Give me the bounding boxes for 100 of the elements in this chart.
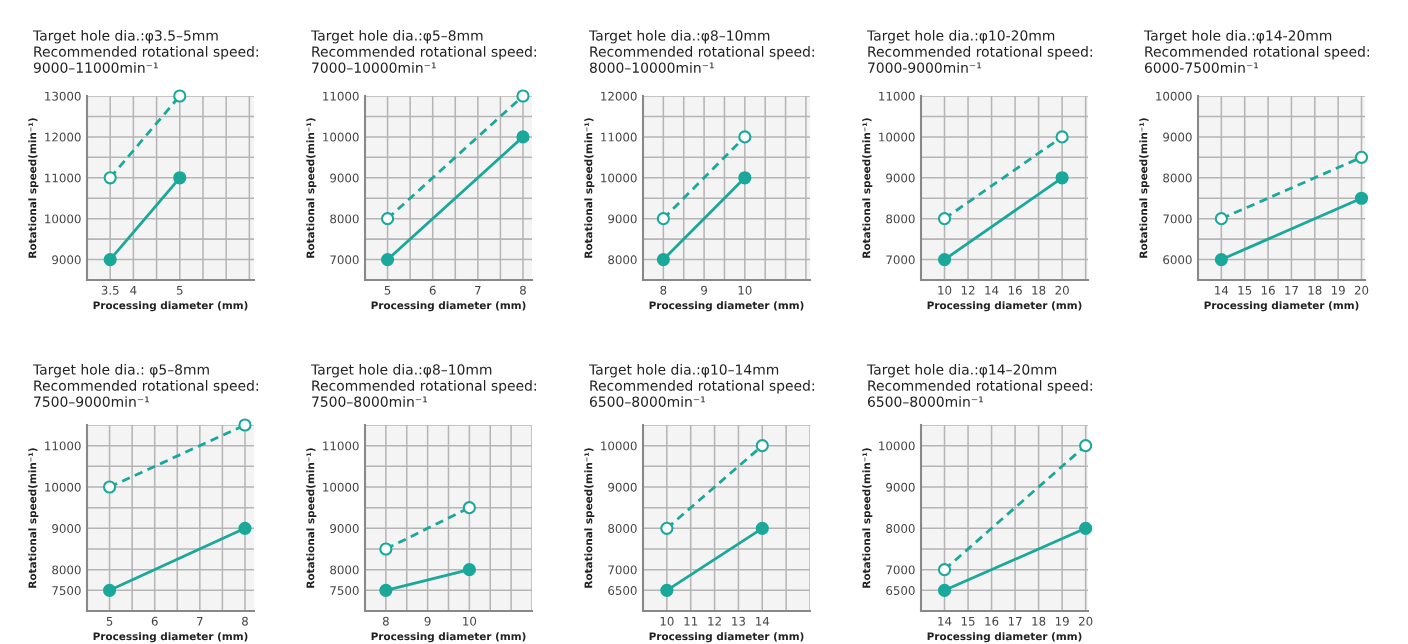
x-axis-title: Processing diameter (mm) — [371, 632, 526, 643]
point — [755, 439, 769, 453]
y-tick-label: 7500 — [330, 586, 359, 595]
x-tick-label: 3.5 — [101, 285, 119, 295]
point — [102, 583, 117, 597]
chart-subtitle: Recommended rotational speed: 7500–9000min⁻¹ — [34, 380, 258, 407]
point — [656, 252, 670, 267]
y-tick-label: 13000 — [45, 91, 81, 101]
x-tick-label: 10 — [660, 616, 674, 626]
y-tick-label: 8000 — [886, 214, 915, 224]
x-tick-label: 8 — [382, 616, 389, 626]
x-tick-label: 12 — [961, 285, 975, 295]
y-tick-label: 9000 — [52, 255, 81, 265]
y-tick-label: 9000 — [330, 173, 359, 183]
x-tick-label: 16 — [1261, 285, 1275, 295]
y-tick-label: 11000 — [45, 173, 81, 183]
y-tick-label: 10000 — [323, 132, 359, 142]
y-tick-label: 11000 — [323, 441, 359, 451]
y-tick-label: 7000 — [886, 255, 915, 265]
x-tick-label: 5 — [106, 616, 113, 626]
x-tick-label: 16 — [1008, 285, 1022, 295]
point — [173, 89, 187, 103]
point — [1079, 521, 1093, 535]
point — [516, 130, 530, 144]
point — [937, 212, 952, 226]
y-tick-label: 9000 — [1163, 132, 1192, 142]
chart-subtitle: Recommended rotational speed: 6500–8000min⁻¹ — [867, 380, 1092, 407]
point — [937, 252, 952, 267]
point — [660, 583, 674, 597]
y-tick-label: 6000 — [1163, 255, 1192, 265]
x-tick-label: 8 — [242, 616, 248, 626]
chart-title: Target hole dia.:φ5–8mm — [310, 30, 483, 44]
x-tick-label: 13 — [732, 616, 745, 626]
x-tick-label: 20 — [1079, 616, 1093, 626]
x-tick-label: 20 — [1055, 285, 1069, 295]
chart-subtitle: Recommended rotational speed: 6500–8000min⁻¹ — [589, 380, 814, 407]
y-tick-label: 10000 — [45, 214, 81, 224]
point — [380, 212, 395, 226]
point — [1055, 171, 1069, 185]
point — [462, 501, 476, 515]
x-tick-label: 14 — [1215, 285, 1229, 295]
y-tick-label: 10000 — [323, 482, 359, 492]
y-axis-title: Rotational speed(min⁻¹) — [28, 118, 39, 258]
chart-subtitle: Recommended rotational speed: 6000-7500min⁻¹ — [1144, 46, 1369, 73]
chart-subtitle: Recommended rotational speed: 8000–10000min⁻¹ — [589, 46, 814, 73]
x-tick-label: 9 — [424, 616, 431, 626]
chart-title: Target hole dia.: φ5–8mm — [32, 364, 209, 378]
x-tick-label: 18 — [1032, 616, 1046, 626]
x-axis-title: Processing diameter (mm) — [93, 632, 248, 643]
x-tick-label: 10 — [463, 616, 477, 626]
point — [102, 480, 117, 494]
x-tick-label: 19 — [1055, 616, 1069, 626]
point — [238, 418, 252, 432]
y-tick-label: 8000 — [52, 565, 81, 575]
point — [755, 521, 769, 535]
chart-title: Target hole dia.:φ10-20mm — [866, 30, 1055, 44]
y-tick-label: 11000 — [45, 441, 81, 451]
y-tick-label: 9000 — [608, 214, 637, 224]
x-tick-label: 8 — [520, 285, 526, 295]
point — [660, 521, 674, 535]
y-tick-label: 7000 — [1163, 214, 1192, 224]
y-tick-label: 8000 — [330, 214, 359, 224]
x-tick-label: 14 — [938, 616, 952, 626]
x-tick-label: 6 — [151, 616, 158, 626]
chart-title: Target hole dia.:φ14–20mm — [866, 364, 1057, 378]
x-tick-label: 10 — [738, 285, 752, 295]
y-axis-title: Rotational speed(min⁻¹) — [584, 118, 595, 258]
y-tick-label: 8000 — [608, 524, 637, 533]
x-tick-label: 14 — [756, 616, 770, 626]
point — [380, 252, 395, 267]
x-axis-title: Processing diameter (mm) — [927, 301, 1082, 312]
y-axis-title: Rotational speed(min⁻¹) — [1139, 118, 1150, 258]
point — [1055, 130, 1069, 144]
x-tick-label: 11 — [684, 616, 698, 626]
y-tick-label: 12000 — [45, 132, 81, 142]
x-axis-title: Processing diameter (mm) — [927, 632, 1082, 643]
y-tick-label: 9000 — [330, 524, 359, 533]
y-tick-label: 8000 — [608, 255, 637, 265]
point — [1354, 191, 1369, 205]
chart-title: Target hole dia.:φ14-20mm — [1143, 30, 1332, 44]
y-tick-label: 11000 — [879, 91, 915, 101]
chart-title: Target hole dia.:φ8–10mm — [588, 30, 770, 44]
y-axis-title: Rotational speed(min⁻¹) — [306, 448, 317, 588]
x-tick-label: 5 — [384, 285, 391, 295]
y-tick-label: 10000 — [601, 441, 637, 451]
point — [103, 252, 117, 267]
chart-title: Target hole dia.:φ3.5–5mm — [32, 30, 218, 44]
y-tick-label: 9000 — [608, 482, 637, 492]
point — [656, 212, 670, 226]
x-tick-label: 4 — [130, 285, 137, 295]
x-tick-label: 6 — [429, 285, 436, 295]
y-tick-label: 8000 — [886, 524, 915, 533]
point — [103, 171, 117, 185]
y-tick-label: 10000 — [879, 132, 915, 142]
point — [173, 171, 187, 185]
x-tick-label: 9 — [701, 285, 708, 295]
y-tick-label: 12000 — [601, 91, 637, 101]
y-tick-label: 10000 — [879, 441, 915, 451]
y-tick-label: 7000 — [608, 565, 637, 575]
x-tick-label: 20 — [1354, 285, 1369, 295]
